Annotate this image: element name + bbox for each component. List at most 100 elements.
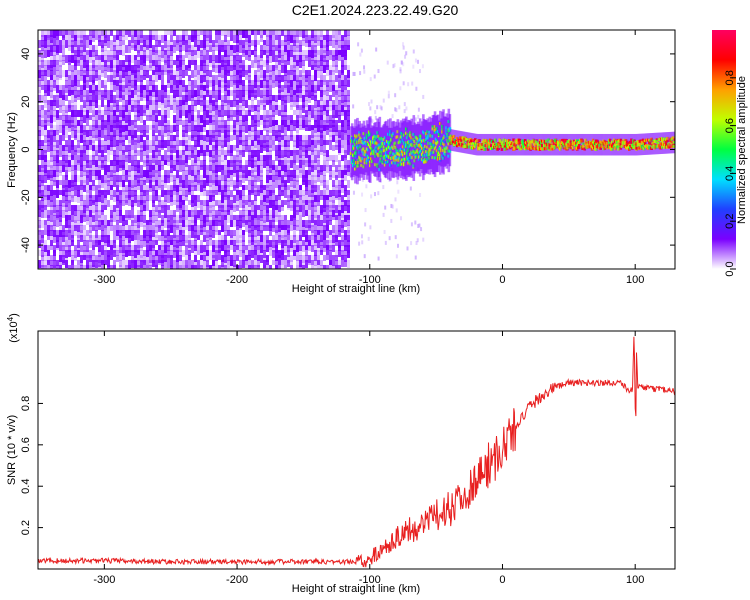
heatmap-cell [278,220,281,228]
heatmap-cell [155,260,158,267]
heatmap-cell [227,135,230,142]
heatmap-cell [233,220,236,227]
heatmap-cell [86,140,89,147]
heatmap-cell [414,117,417,122]
heatmap-cell [176,90,179,97]
heatmap-cell [299,90,302,98]
heatmap-cell [143,230,146,238]
heatmap-cell [98,175,101,180]
heatmap-cell [242,30,245,38]
heatmap-cell [329,140,332,145]
heatmap-cell [284,60,287,68]
heatmap-cell [161,200,164,208]
heatmap-cell [197,155,200,161]
heatmap-cell [420,227,423,232]
heatmap-cell [233,110,236,117]
heatmap-cell [53,95,56,102]
heatmap-cell [197,265,200,269]
heatmap-cell [263,125,266,131]
heatmap-cell [212,60,215,68]
heatmap-cell [215,245,218,253]
heatmap-cell [257,250,260,255]
heatmap-cell [53,80,56,88]
heatmap-cell [233,75,236,83]
heatmap-cell [137,200,140,207]
heatmap-cell [152,250,155,257]
heatmap-cell [245,170,248,178]
heatmap-cell [290,180,293,187]
heatmap-cell [77,120,80,126]
spectrogram-heatmap [38,30,675,269]
heatmap-cell [254,50,257,57]
heatmap-cell [110,255,113,260]
heatmap-cell [230,190,233,197]
heatmap-cell [290,235,293,243]
heatmap-cell [302,75,305,80]
heatmap-cell [110,205,113,211]
heatmap-cell [257,205,260,210]
heatmap-cell [215,155,218,162]
heatmap-cell [224,255,227,263]
heatmap-cell [188,140,191,147]
heatmap-cell [209,125,212,131]
heatmap-cell [47,45,50,50]
heatmap-cell [278,145,281,151]
heatmap-cell [113,260,116,268]
heatmap-cell [62,210,65,218]
heatmap-cell [65,125,68,130]
heatmap-cell [188,90,191,95]
heatmap-cell [179,65,182,70]
heatmap-cell [176,205,179,212]
heatmap-cell [167,175,170,183]
heatmap-cell [62,175,65,180]
heatmap-cell [83,200,86,207]
heatmap-cell [59,225,62,230]
heatmap-cell [197,150,200,157]
heatmap-cell [266,130,269,136]
heatmap-cell [50,165,53,171]
heatmap-cell [83,170,86,176]
heatmap-cell [203,85,206,91]
heatmap-cell [92,200,95,205]
heatmap-cell [191,55,194,60]
heatmap-cell [56,215,59,220]
heatmap-cell [305,260,308,268]
heatmap-cell [44,230,47,235]
heatmap-cell [65,110,68,116]
heatmap-cell [245,70,248,75]
heatmap-cell [281,150,284,158]
heatmap-cell [191,135,194,141]
heatmap-cell [110,65,113,72]
heatmap-cell [143,110,146,116]
heatmap-cell [200,140,203,145]
heatmap-cell [215,250,218,255]
heatmap-cell [287,190,290,198]
heatmap-cell [107,110,110,118]
heatmap-cell [329,230,332,235]
heatmap-cell [326,190,329,196]
heatmap-cell [203,140,206,145]
heatmap-cell [215,170,218,177]
heatmap-cell [299,220,302,225]
heatmap-cell [221,40,224,47]
heatmap-cell [332,255,335,260]
heatmap-cell [122,100,125,107]
heatmap-cell [242,120,245,126]
heatmap-cell [107,240,110,247]
heatmap-cell [203,105,206,111]
heatmap-cell [50,35,53,43]
heatmap-cell [206,255,209,262]
heatmap-cell [68,135,71,140]
heatmap-cell [221,85,224,93]
heatmap-cell [236,165,239,172]
heatmap-cell [263,80,266,88]
heatmap-cell [317,205,320,210]
heatmap-cell [128,165,131,172]
heatmap-cell [185,190,188,197]
heatmap-cell [344,100,347,107]
heatmap-cell [203,135,206,141]
heatmap-cell [221,185,224,191]
heatmap-cell [92,170,95,176]
heatmap-cell [92,255,95,262]
heatmap-cell [101,165,104,170]
